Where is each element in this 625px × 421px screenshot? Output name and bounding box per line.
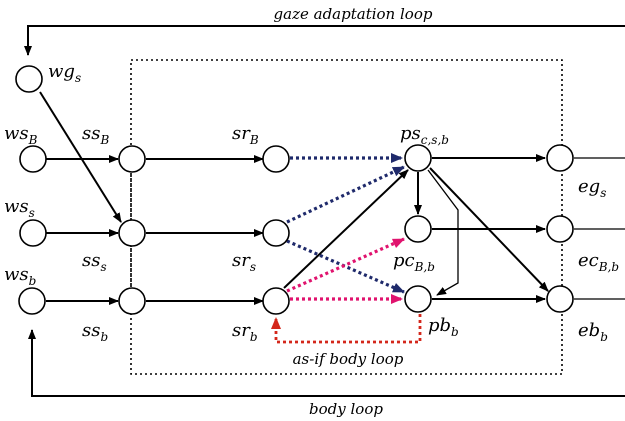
label-srb: srb (232, 320, 258, 344)
label-srB: srB (232, 123, 259, 147)
label-ssb: ssb (82, 320, 108, 344)
gaze-loop-label: gaze adaptation loop (274, 5, 433, 23)
node-srs (262, 219, 290, 247)
edge-srs-ps (286, 165, 405, 224)
label-ssB: ssB (82, 123, 109, 147)
label-wss: wss (4, 196, 35, 220)
label-pb: pbb (428, 315, 459, 339)
edge-srb-ps (283, 169, 409, 289)
node-ec (546, 215, 574, 243)
node-pb (404, 285, 432, 313)
node-wsB (19, 145, 47, 173)
label-wsb: wsb (4, 264, 36, 288)
as-if-loop-label: as-if body loop (293, 350, 404, 368)
node-wsb (18, 287, 46, 315)
node-wss (19, 219, 47, 247)
label-eb: ebb (578, 320, 608, 344)
edge-wg-sss (39, 91, 122, 223)
node-ps (404, 144, 432, 172)
node-srb (262, 287, 290, 315)
node-eg (546, 144, 574, 172)
label-wsB: wsB (4, 123, 38, 147)
gaze-adaptation-loop-line (24, 25, 625, 56)
node-srB (262, 145, 290, 173)
node-eb (546, 285, 574, 313)
as-if-body-loop-line (271, 314, 422, 344)
node-pc (404, 215, 432, 243)
label-srs: srs (232, 250, 256, 274)
label-sss: sss (82, 250, 107, 274)
node-ssb (118, 287, 146, 315)
body-loop-label: body loop (309, 400, 383, 418)
node-sss (118, 219, 146, 247)
label-ec: ecB,b (578, 250, 619, 274)
node-ssB (118, 145, 146, 173)
label-wg: wgs (48, 61, 81, 85)
label-eg: egs (578, 176, 606, 200)
node-wg (15, 65, 43, 93)
body-loop-line (28, 329, 625, 397)
edge-ps-pb (427, 169, 459, 296)
label-ps: psc,s,b (400, 123, 449, 147)
internal-states-box (130, 59, 563, 375)
label-pc: pcB,b (393, 250, 435, 274)
